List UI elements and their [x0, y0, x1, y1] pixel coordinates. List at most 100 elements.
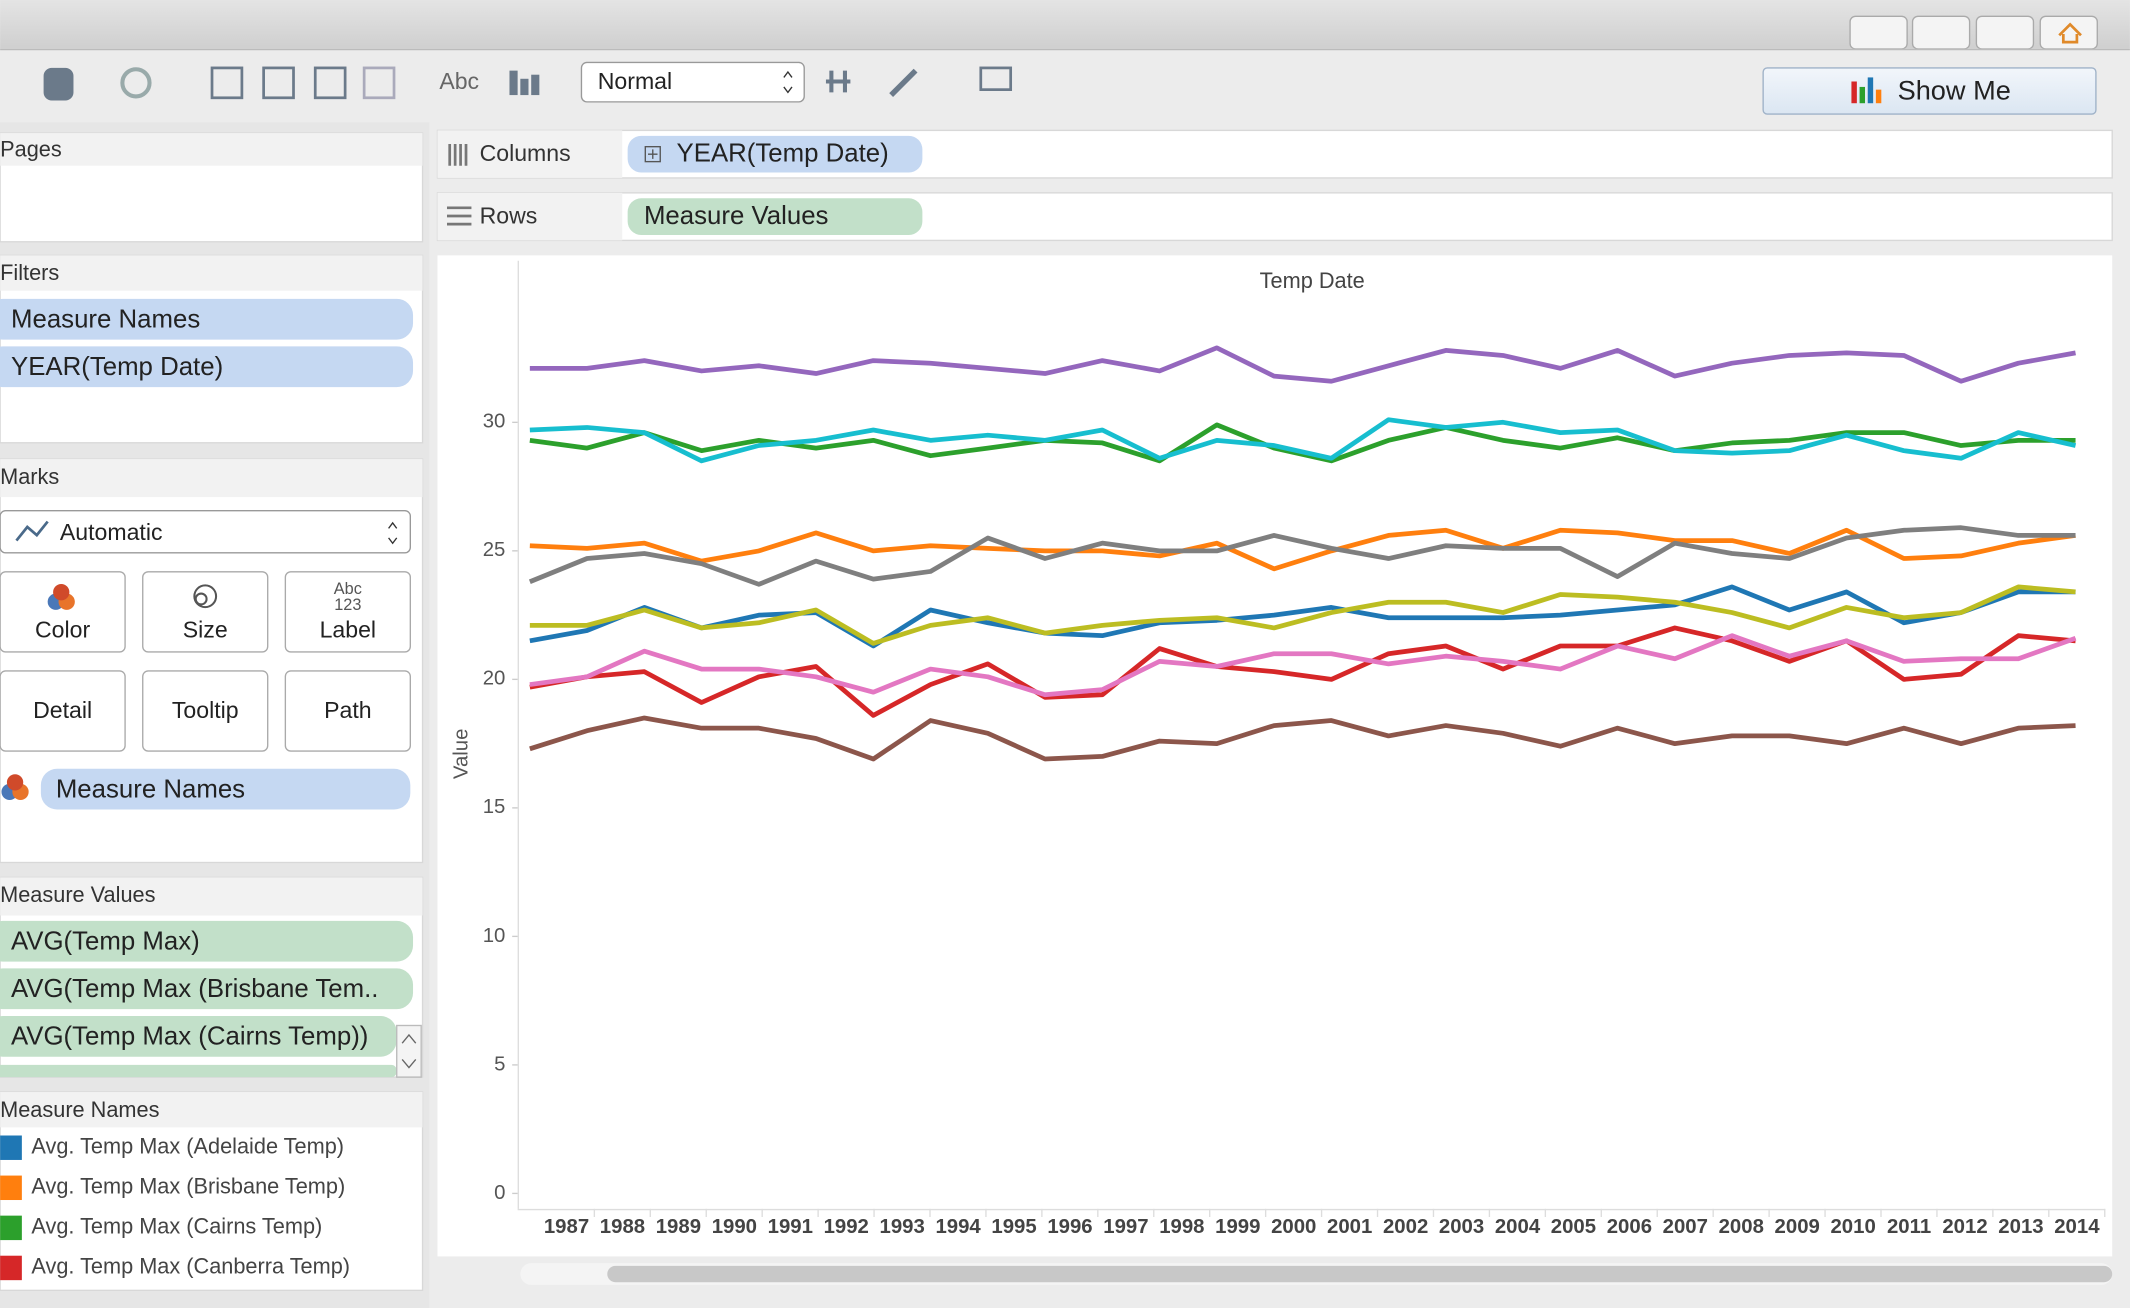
attach-icon[interactable] [362, 66, 396, 100]
label-toggle[interactable]: Abc [439, 68, 479, 94]
measure-pill-partial [0, 1064, 397, 1078]
presentation-icon[interactable] [979, 66, 1013, 92]
scroll-thumb[interactable] [607, 1265, 2113, 1283]
icon [194, 592, 208, 606]
x-tick-label: 2012 [1942, 1216, 1987, 1238]
show-me-button[interactable] [1762, 67, 2097, 115]
home-icon [2058, 22, 2082, 44]
refresh-icon[interactable] [120, 67, 152, 99]
fit-dropdown-value: Normal [598, 68, 672, 94]
icon [1875, 89, 1882, 104]
mark-type-dropdown[interactable] [0, 510, 411, 554]
card-header [0, 1092, 423, 1128]
expand-icon [648, 149, 658, 159]
x-tick-label: 1995 [991, 1216, 1036, 1238]
legend-swatch [0, 1215, 22, 1241]
mark-type-value: Automatic [60, 519, 163, 545]
pill-label: Measure Values [644, 202, 829, 230]
y-tick-label: 20 [483, 668, 506, 690]
dropdown-arrows [388, 521, 398, 545]
series-line [529, 345, 2076, 384]
measure-pill[interactable] [0, 920, 414, 962]
datasource-icon[interactable] [43, 67, 74, 101]
show-me-label: Show Me [1898, 75, 2011, 106]
measure-pill[interactable] [0, 968, 414, 1010]
x-tick-label: 2011 [1887, 1216, 1931, 1238]
series-line [529, 584, 2076, 646]
series-line [529, 527, 2076, 572]
size-button[interactable] [142, 571, 269, 653]
highlight-icon[interactable] [889, 68, 918, 97]
y-tick-label: 10 [483, 925, 506, 947]
expand-icon[interactable] [644, 146, 661, 163]
legend-swatch [0, 1175, 22, 1201]
x-tick-label: 2014 [2054, 1216, 2100, 1238]
icon [6, 774, 24, 791]
marks-pill[interactable] [40, 768, 411, 810]
y-tick-label: 30 [483, 411, 506, 433]
view-area [437, 255, 2113, 1257]
icon [193, 584, 218, 609]
tab[interactable] [2039, 15, 2098, 50]
legend: Avg. Temp Max (Adelaide Temp) Avg. Temp M… [0, 1133, 350, 1281]
legend-entry: Avg. Temp Max (Adelaide Temp) [31, 1133, 344, 1158]
pill-label: YEAR(Temp Date) [11, 353, 223, 381]
sort-icon[interactable] [313, 66, 347, 100]
scrollbar[interactable] [396, 1024, 422, 1078]
legend-swatch [0, 1255, 22, 1281]
x-tick-label: 2005 [1551, 1216, 1596, 1238]
fit-dropdown[interactable] [580, 61, 805, 103]
legend-entry: Avg. Temp Max (Brisbane Temp) [31, 1174, 345, 1199]
chart-title: Temp Date [1260, 268, 1365, 293]
pill-label: Measure Names [11, 305, 200, 333]
label-button[interactable] [284, 571, 411, 653]
tooltip-button[interactable] [142, 670, 269, 752]
x-tick-label: 1989 [656, 1216, 701, 1238]
pill-label: YEAR(Temp Date) [677, 140, 889, 168]
color-button[interactable] [0, 571, 126, 653]
legend-entry: Avg. Temp Max (Cairns Temp) [31, 1214, 322, 1239]
tab[interactable] [1975, 15, 2035, 50]
mark-buttons [0, 571, 411, 752]
button-label: Size [183, 617, 228, 643]
sort-icon[interactable] [262, 66, 295, 100]
pill-label: AVG(Temp Max) [11, 927, 200, 955]
swap-icon[interactable] [210, 66, 244, 100]
filter-pill[interactable] [0, 298, 414, 340]
y-tick-label: 15 [483, 796, 506, 818]
scroll-arrows [401, 1033, 417, 1069]
bar-icon[interactable] [509, 70, 518, 96]
card-header [0, 133, 423, 166]
x-tick-label: 2001 [1327, 1216, 1372, 1238]
series-line [529, 633, 2077, 698]
toolbar-icons [43, 66, 1013, 101]
pin-icon[interactable] [825, 70, 851, 93]
shelf-label: Columns [480, 140, 571, 166]
detail-button[interactable] [0, 670, 126, 752]
y-tick-label: 5 [494, 1053, 505, 1075]
x-tick-label: 2003 [1439, 1216, 1484, 1238]
x-tick-label: 1988 [600, 1216, 645, 1238]
x-tick-label: 1991 [768, 1216, 813, 1238]
measure-pill[interactable] [0, 1015, 397, 1057]
x-tick-label: 2000 [1271, 1216, 1316, 1238]
shelf-header [437, 130, 623, 178]
card-header [0, 459, 423, 498]
path-button[interactable] [284, 670, 411, 752]
x-tick-label: 2013 [1998, 1216, 2043, 1238]
button-label: Detail [33, 697, 92, 723]
button-label: Label [320, 617, 376, 643]
button-label: Path [324, 697, 371, 723]
bar-icon[interactable] [520, 78, 529, 96]
x-tick-label: 1994 [935, 1216, 981, 1238]
filter-pill[interactable] [0, 346, 414, 388]
tab[interactable] [1849, 15, 1908, 50]
bar-icon[interactable] [531, 74, 540, 96]
columns-pill[interactable] [627, 135, 923, 173]
pill-label: AVG(Temp Max (Cairns Temp)) [11, 1023, 368, 1051]
y-tick-label: 0 [494, 1182, 505, 1204]
rows-pill[interactable] [627, 198, 923, 235]
x-tick-label: 1999 [1215, 1216, 1260, 1238]
tab[interactable] [1911, 15, 1971, 50]
x-tick-label: 1997 [1103, 1216, 1148, 1238]
